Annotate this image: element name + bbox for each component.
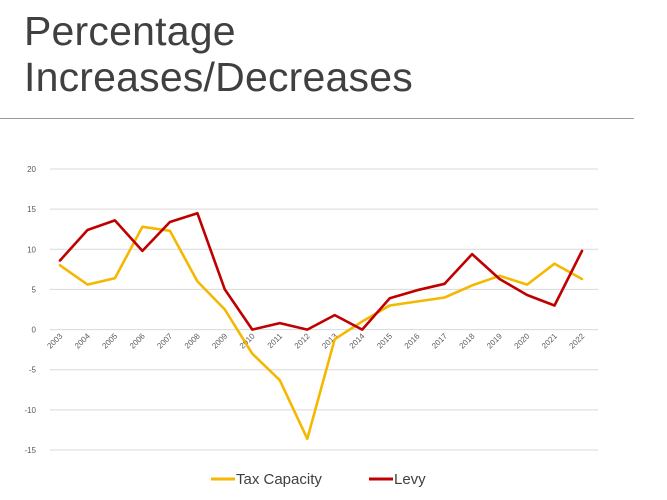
x-tick-label: 2004 [73, 331, 92, 350]
legend-label: Levy [394, 471, 426, 488]
y-tick-label: -5 [29, 366, 37, 375]
y-tick-label: 15 [27, 205, 36, 214]
y-axis-ticks: 20 15 10 5 0 -5 -10 -15 [24, 165, 36, 455]
x-tick-label: 2012 [293, 331, 312, 350]
series-line-tax-capacity [58, 225, 584, 441]
chart-legend: Tax Capacity Levy [211, 471, 426, 488]
y-tick-label: 0 [32, 326, 37, 335]
legend-label: Tax Capacity [236, 471, 322, 488]
chart-gridlines [50, 168, 598, 451]
slide-title-line2: Increases/Decreases [24, 54, 413, 100]
x-tick-label: 2022 [567, 331, 586, 350]
slide-title: Percentage Increases/Decreases [24, 8, 624, 100]
x-tick-label: 2015 [375, 331, 394, 350]
y-tick-label: 20 [27, 165, 36, 174]
x-tick-label: 2003 [45, 331, 64, 350]
series-line-levy [58, 211, 584, 331]
x-tick-label: 2009 [210, 331, 229, 350]
x-tick-label: 2008 [183, 331, 202, 350]
title-divider [0, 118, 634, 119]
slide-title-line1: Percentage [24, 8, 236, 54]
y-tick-label: 5 [32, 285, 37, 294]
x-tick-label: 2020 [513, 331, 532, 350]
y-tick-label: 10 [27, 245, 36, 254]
x-tick-label: 2013 [320, 331, 339, 350]
x-tick-label: 2005 [100, 331, 119, 350]
x-tick-label: 2011 [266, 331, 285, 350]
chart-series [58, 211, 584, 441]
x-tick-label: 2007 [155, 331, 174, 350]
x-axis-ticks: 2003 2004 2005 2006 2007 2008 2009 2010 2011 2012… [45, 331, 586, 350]
x-tick-label: 2016 [403, 331, 422, 350]
x-tick-label: 2017 [430, 331, 449, 350]
y-tick-label: -10 [24, 406, 36, 415]
x-tick-label: 2018 [458, 331, 477, 350]
x-tick-label: 2006 [128, 331, 147, 350]
y-tick-label: -15 [24, 446, 36, 455]
x-tick-label: 2019 [485, 331, 504, 350]
x-tick-label: 2014 [348, 331, 367, 350]
x-tick-label: 2021 [540, 331, 559, 350]
